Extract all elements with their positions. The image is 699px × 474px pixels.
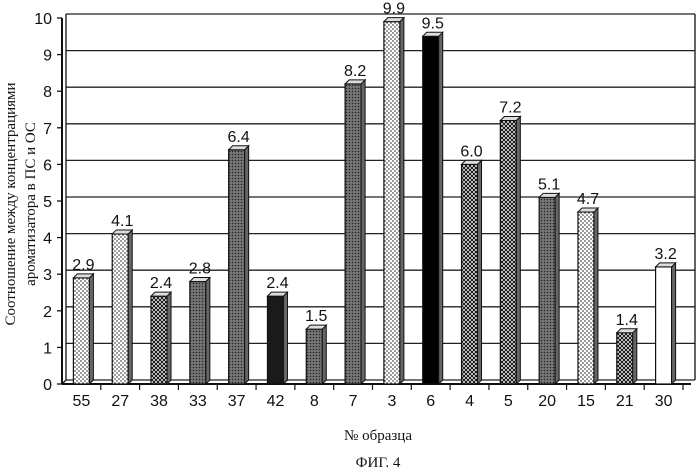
data-label: 2.4 — [266, 275, 288, 292]
bar-side-27 — [128, 230, 132, 384]
x-tick-label: 33 — [189, 393, 207, 410]
bar-side-37 — [245, 146, 249, 384]
y-tick-label: 7 — [43, 121, 52, 138]
x-tick-label: 5 — [504, 393, 513, 410]
bar-top-15 — [578, 208, 598, 212]
x-tick-label: 20 — [538, 393, 556, 410]
x-tick-label: 55 — [73, 393, 91, 410]
x-tick-label: 3 — [387, 393, 396, 410]
bar-20 — [539, 197, 555, 384]
y-tick-label: 5 — [43, 194, 52, 211]
x-tick-labels: 55 27 38 33 37 42 8 7 3 6 4 5 20 15 21 30 — [73, 393, 673, 410]
bar-top-33 — [190, 278, 210, 282]
bar-21 — [617, 333, 633, 384]
x-tick-label: 30 — [655, 393, 673, 410]
bar-top-4 — [462, 160, 482, 164]
bar-side-15 — [594, 208, 598, 384]
data-label: 5.1 — [538, 176, 560, 193]
data-label: 9.9 — [383, 1, 405, 18]
y-tick-label: 8 — [43, 84, 52, 101]
x-tick-label: 37 — [228, 393, 246, 410]
bar-side-33 — [206, 278, 210, 384]
x-tick-label: 15 — [577, 393, 595, 410]
bar-top-21 — [617, 329, 637, 333]
bar-side-7 — [361, 80, 365, 384]
y-tick-label: 4 — [43, 231, 52, 248]
bar-top-7 — [345, 80, 365, 84]
bar-top-42 — [267, 292, 287, 296]
y-tick-label: 0 — [43, 377, 52, 394]
bar-top-38 — [151, 292, 171, 296]
bar-side-55 — [89, 274, 93, 384]
bar-side-6 — [439, 32, 443, 384]
bar-27 — [112, 234, 128, 384]
bar-side-20 — [555, 193, 559, 384]
data-label: 7.2 — [499, 99, 521, 116]
bar-top-3 — [384, 18, 404, 22]
data-label: 2.8 — [189, 261, 211, 278]
y-tick-label: 6 — [43, 157, 52, 174]
x-tick-label: 27 — [111, 393, 129, 410]
data-label: 2.4 — [150, 275, 172, 292]
bar-8 — [306, 329, 322, 384]
y-axis-title-line-2: ароматизатора в ПС и ОС — [23, 122, 39, 286]
x-tick-label: 4 — [465, 393, 474, 410]
bar-top-8 — [306, 325, 326, 329]
bar-top-37 — [229, 146, 249, 150]
bar-15 — [578, 212, 594, 384]
bar-37 — [229, 150, 245, 384]
bar-side-38 — [167, 292, 171, 384]
bar-top-55 — [73, 274, 93, 278]
bar-33 — [190, 282, 206, 384]
figure-caption: ФИГ. 4 — [356, 455, 401, 471]
data-label: 4.7 — [577, 191, 599, 208]
bar-top-5 — [500, 116, 520, 120]
x-axis-title: № образца — [344, 428, 412, 444]
bar-4 — [462, 164, 478, 384]
bar-side-4 — [478, 160, 482, 384]
bar-30 — [656, 267, 672, 384]
bar-top-20 — [539, 193, 559, 197]
y-tick-label: 1 — [43, 340, 52, 357]
bar-side-42 — [283, 292, 287, 384]
x-tick-label: 21 — [616, 393, 634, 410]
data-label: 9.5 — [422, 15, 444, 32]
data-label: 8.2 — [344, 63, 366, 80]
bar-top-30 — [656, 263, 676, 267]
x-tick-label: 38 — [150, 393, 168, 410]
data-label: 1.4 — [616, 312, 638, 329]
y-tick-label: 10 — [34, 11, 52, 28]
bar-7 — [345, 84, 361, 384]
bar-side-3 — [400, 18, 404, 384]
bar-top-6 — [423, 32, 443, 36]
y-tick-label: 2 — [43, 304, 52, 321]
bar-6 — [423, 36, 439, 384]
data-label: 6.0 — [460, 143, 482, 160]
y-axis-title-line-1: Соотношение между концентрациями — [3, 82, 19, 325]
y-tick-label: 3 — [43, 267, 52, 284]
bar-side-21 — [633, 329, 637, 384]
y-tick-label: 9 — [43, 48, 52, 65]
bar-3 — [384, 22, 400, 384]
bar-38 — [151, 296, 167, 384]
bar-side-5 — [516, 116, 520, 384]
data-label: 4.1 — [111, 213, 133, 230]
data-label: 1.5 — [305, 308, 327, 325]
bar-side-30 — [672, 263, 676, 384]
bar-side-8 — [322, 325, 326, 384]
data-label: 2.9 — [72, 257, 94, 274]
x-tick-label: 8 — [310, 393, 319, 410]
bar-42 — [267, 296, 283, 384]
bar-top-27 — [112, 230, 132, 234]
x-tick-label: 7 — [349, 393, 358, 410]
data-label: 6.4 — [228, 129, 250, 146]
bar-5 — [500, 120, 516, 384]
bar-55 — [73, 278, 89, 384]
x-tick-label: 6 — [426, 393, 435, 410]
data-label: 3.2 — [654, 246, 676, 263]
x-tick-label: 42 — [267, 393, 285, 410]
